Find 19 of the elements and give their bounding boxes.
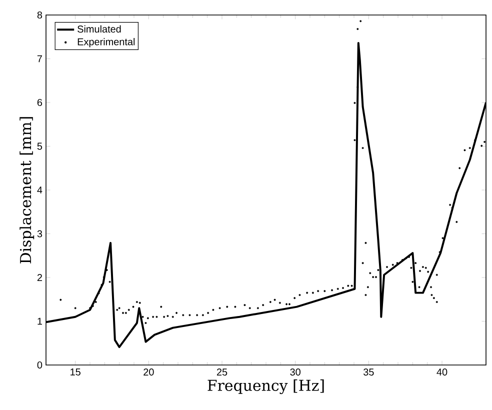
legend-label: Experimental <box>78 38 135 48</box>
y-tick-label: 1 <box>38 318 42 325</box>
y-tick-label: 5 <box>37 142 42 150</box>
x-tick-label: 30 <box>290 368 300 376</box>
x-tick-label: 25 <box>216 368 228 376</box>
x-axis-title: Frequency [Hz] <box>208 379 324 394</box>
x-tick-label: 15 <box>70 368 80 376</box>
y-axis-title: Displacement [mm] <box>20 117 34 264</box>
y-tick-label: 8 <box>37 11 42 19</box>
y-tick-label: 2 <box>37 274 42 281</box>
y-tick-label: 7 <box>37 55 42 62</box>
y-tick-label: 3 <box>37 230 42 238</box>
y-tick-label: 4 <box>37 186 42 194</box>
x-tick-label: 40 <box>436 368 448 376</box>
y-tick-label: 6 <box>37 98 42 106</box>
x-tick-label: 35 <box>364 368 374 376</box>
y-tick-label: 0 <box>37 361 42 369</box>
legend-label: Simulated <box>78 25 121 33</box>
x-tick-label: 20 <box>144 368 154 376</box>
